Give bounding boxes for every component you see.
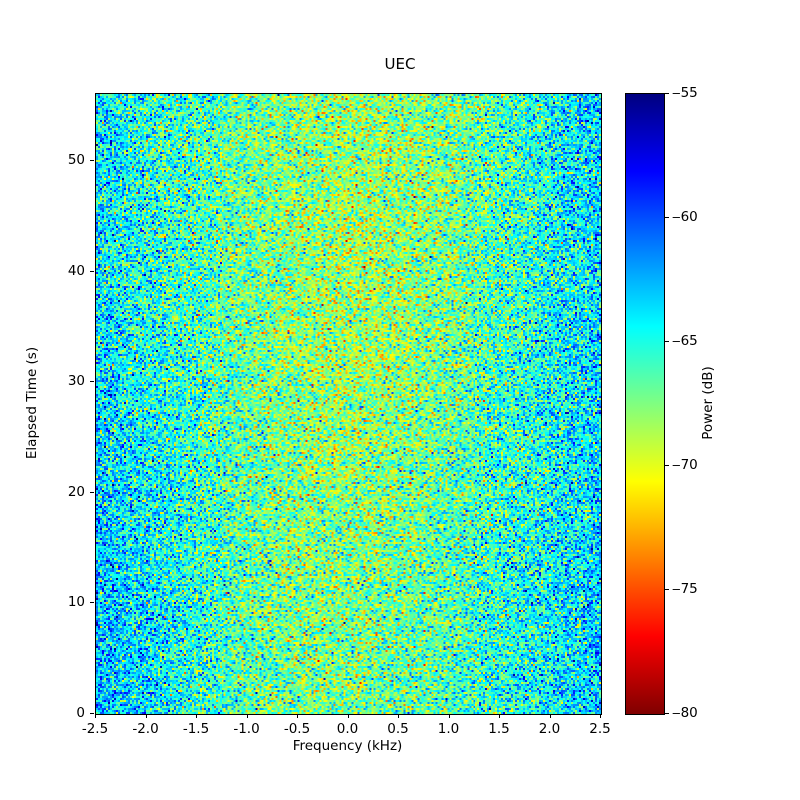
colorbar [625,93,665,715]
colorbar-tick-label: ‒70 [672,457,698,473]
colorbar-tick-mark [665,217,669,218]
x-tick-mark [95,714,96,718]
x-tick-label: -1.0 [233,721,260,737]
y-tick-label: 10 [67,594,85,611]
title-line-station: UEC [384,55,416,73]
x-tick-label: 1.0 [437,721,460,737]
x-tick-label: -2.0 [132,721,159,737]
x-tick-mark [196,714,197,718]
y-tick-mark [90,491,94,493]
colorbar-tick-label: ‒60 [672,209,698,225]
y-tick-mark [90,160,94,162]
colorbar-tick-mark [665,589,669,590]
x-tick-mark [600,714,601,718]
x-tick-label: 2.0 [538,721,561,737]
y-tick-label: 30 [67,373,85,390]
y-tick-label: 50 [67,152,85,169]
y-tick-label: 40 [67,262,85,279]
spectrogram-image [96,94,601,714]
y-tick-mark [90,602,94,604]
y-tick-mark [90,270,94,272]
x-tick-mark [398,714,399,718]
colorbar-tick-mark [665,93,669,94]
x-tick-mark [499,714,500,718]
colorbar-tick-mark [665,465,669,466]
x-tick-label: 0.5 [387,721,409,737]
colorbar-tick-label: ‒75 [672,581,698,597]
colorbar-gradient [626,94,664,714]
y-axis-label: Elapsed Time (s) [24,346,40,460]
colorbar-label: Power (dB) [700,366,716,440]
x-tick-mark [448,714,450,718]
x-tick-mark [297,714,298,718]
y-tick-label: 20 [67,483,85,500]
x-tick-mark [347,714,349,718]
x-tick-label: -2.5 [81,721,109,737]
x-tick-label: 1.5 [488,721,510,737]
y-tick-mark [90,381,94,383]
colorbar-tick-label: ‒80 [672,705,698,721]
spectrogram-plot-area [95,93,602,715]
y-tick-mark [90,713,94,714]
x-tick-mark [549,714,551,718]
x-tick-label: -0.5 [283,721,311,737]
y-tick-label: 0 [76,705,85,721]
x-tick-label: -1.5 [182,721,210,737]
colorbar-tick-label: ‒65 [672,333,698,349]
x-tick-mark [246,714,248,718]
colorbar-tick-label: ‒55 [672,85,698,101]
colorbar-tick-mark [665,713,669,714]
x-tick-label: 0.0 [336,721,359,737]
x-tick-label: 2.5 [589,721,611,737]
colorbar-tick-mark [665,341,669,342]
x-tick-mark [145,714,147,718]
x-axis-label: Frequency (kHz) [292,738,403,754]
